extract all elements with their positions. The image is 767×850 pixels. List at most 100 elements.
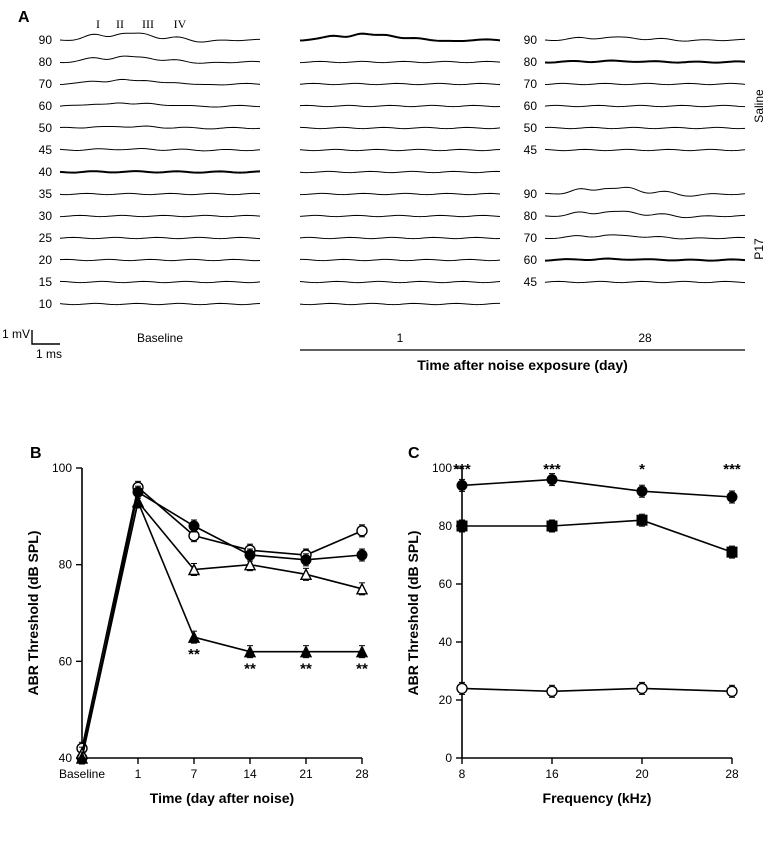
svg-text:***: *** bbox=[723, 461, 741, 478]
svg-text:45: 45 bbox=[524, 275, 538, 289]
svg-text:Saline: Saline bbox=[752, 89, 766, 123]
panel-a: 90807060504540353025201510IIIIIIIV1 mV1 … bbox=[2, 17, 766, 373]
baseline-trace bbox=[60, 56, 260, 63]
svg-text:Baseline: Baseline bbox=[137, 331, 183, 345]
day1-trace-top bbox=[300, 34, 500, 41]
svg-text:90: 90 bbox=[524, 33, 538, 47]
svg-text:20: 20 bbox=[39, 253, 53, 267]
svg-text:*: * bbox=[639, 461, 645, 478]
baseline-trace bbox=[60, 149, 260, 151]
svg-text:III: III bbox=[142, 17, 154, 31]
svg-text:0: 0 bbox=[445, 751, 452, 765]
svg-text:I: I bbox=[96, 17, 100, 31]
day1-trace bbox=[300, 149, 500, 150]
marker-circle-open bbox=[357, 526, 367, 536]
marker-circle-open bbox=[457, 683, 467, 693]
marker-circle-open bbox=[637, 683, 647, 693]
panel-c: 0204060801008162028Frequency (kHz)ABR Th… bbox=[405, 461, 741, 806]
marker-square-filled bbox=[547, 521, 557, 531]
series-line bbox=[82, 502, 362, 753]
series-line bbox=[462, 480, 732, 497]
svg-text:21: 21 bbox=[299, 767, 313, 781]
svg-text:14: 14 bbox=[243, 767, 257, 781]
svg-text:7: 7 bbox=[191, 767, 198, 781]
svg-text:80: 80 bbox=[439, 519, 453, 533]
svg-text:60: 60 bbox=[39, 99, 53, 113]
svg-text:50: 50 bbox=[39, 121, 53, 135]
marker-square-filled bbox=[727, 547, 737, 557]
day28-trace bbox=[545, 37, 745, 41]
svg-text:100: 100 bbox=[432, 461, 452, 475]
marker-circle-filled bbox=[189, 521, 199, 531]
day1-trace bbox=[300, 281, 500, 282]
baseline-trace bbox=[60, 103, 260, 107]
svg-text:40: 40 bbox=[59, 751, 73, 765]
svg-text:**: ** bbox=[300, 661, 312, 678]
marker-triangle-filled bbox=[189, 632, 199, 642]
svg-text:50: 50 bbox=[524, 121, 538, 135]
day1-trace bbox=[300, 105, 500, 106]
svg-text:100: 100 bbox=[52, 461, 72, 475]
day28-trace bbox=[545, 187, 745, 196]
svg-text:**: ** bbox=[188, 646, 200, 663]
svg-text:15: 15 bbox=[39, 275, 53, 289]
marker-circle-filled bbox=[357, 550, 367, 560]
figure-root: A 90807060504540353025201510IIIIIIIV1 mV… bbox=[0, 0, 767, 850]
marker-circle-filled bbox=[727, 492, 737, 502]
baseline-trace bbox=[60, 171, 260, 172]
svg-text:28: 28 bbox=[725, 767, 739, 781]
svg-text:80: 80 bbox=[59, 558, 73, 572]
baseline-trace bbox=[60, 281, 260, 282]
marker-triangle-open bbox=[357, 584, 367, 594]
day1-trace bbox=[300, 83, 500, 84]
day28-trace bbox=[545, 61, 745, 63]
day1-trace bbox=[300, 237, 500, 238]
svg-text:60: 60 bbox=[524, 99, 538, 113]
svg-text:***: *** bbox=[453, 461, 471, 478]
day1-trace bbox=[300, 215, 500, 216]
baseline-trace bbox=[60, 193, 260, 194]
svg-text:20: 20 bbox=[635, 767, 649, 781]
svg-text:45: 45 bbox=[524, 143, 538, 157]
svg-text:80: 80 bbox=[524, 209, 538, 223]
day28-trace bbox=[545, 127, 745, 128]
svg-text:70: 70 bbox=[524, 77, 538, 91]
marker-circle-filled bbox=[637, 486, 647, 496]
svg-text:35: 35 bbox=[39, 187, 53, 201]
svg-text:1 mV: 1 mV bbox=[2, 327, 30, 341]
svg-text:60: 60 bbox=[439, 577, 453, 591]
day28-trace bbox=[545, 259, 745, 261]
svg-text:30: 30 bbox=[39, 209, 53, 223]
svg-text:Time (day after noise): Time (day after noise) bbox=[150, 790, 294, 806]
baseline-trace bbox=[60, 259, 260, 260]
day1-trace bbox=[300, 171, 500, 172]
panel-b-label: B bbox=[30, 445, 42, 462]
marker-circle-open bbox=[727, 686, 737, 696]
svg-text:II: II bbox=[116, 17, 124, 31]
day1-trace bbox=[300, 193, 500, 194]
svg-text:IV: IV bbox=[174, 17, 187, 31]
svg-text:40: 40 bbox=[439, 635, 453, 649]
baseline-trace bbox=[60, 303, 260, 304]
series-line bbox=[82, 487, 362, 748]
svg-text:1 ms: 1 ms bbox=[36, 347, 62, 361]
svg-text:1: 1 bbox=[135, 767, 142, 781]
svg-text:90: 90 bbox=[524, 187, 538, 201]
svg-text:70: 70 bbox=[39, 77, 53, 91]
marker-square-filled bbox=[637, 515, 647, 525]
baseline-trace bbox=[60, 215, 260, 216]
svg-text:70: 70 bbox=[524, 231, 538, 245]
marker-circle-open bbox=[547, 686, 557, 696]
svg-text:60: 60 bbox=[59, 654, 73, 668]
series-line bbox=[462, 688, 732, 691]
svg-text:Time after noise exposure (day: Time after noise exposure (day) bbox=[417, 357, 628, 373]
svg-text:25: 25 bbox=[39, 231, 53, 245]
svg-text:28: 28 bbox=[638, 331, 652, 345]
svg-text:16: 16 bbox=[545, 767, 559, 781]
scale-bar bbox=[32, 330, 60, 344]
marker-square-filled bbox=[457, 521, 467, 531]
day28-trace bbox=[545, 281, 745, 282]
svg-text:ABR Threshold (dB SPL): ABR Threshold (dB SPL) bbox=[25, 531, 41, 696]
baseline-trace bbox=[60, 126, 260, 129]
day1-trace bbox=[300, 303, 500, 304]
